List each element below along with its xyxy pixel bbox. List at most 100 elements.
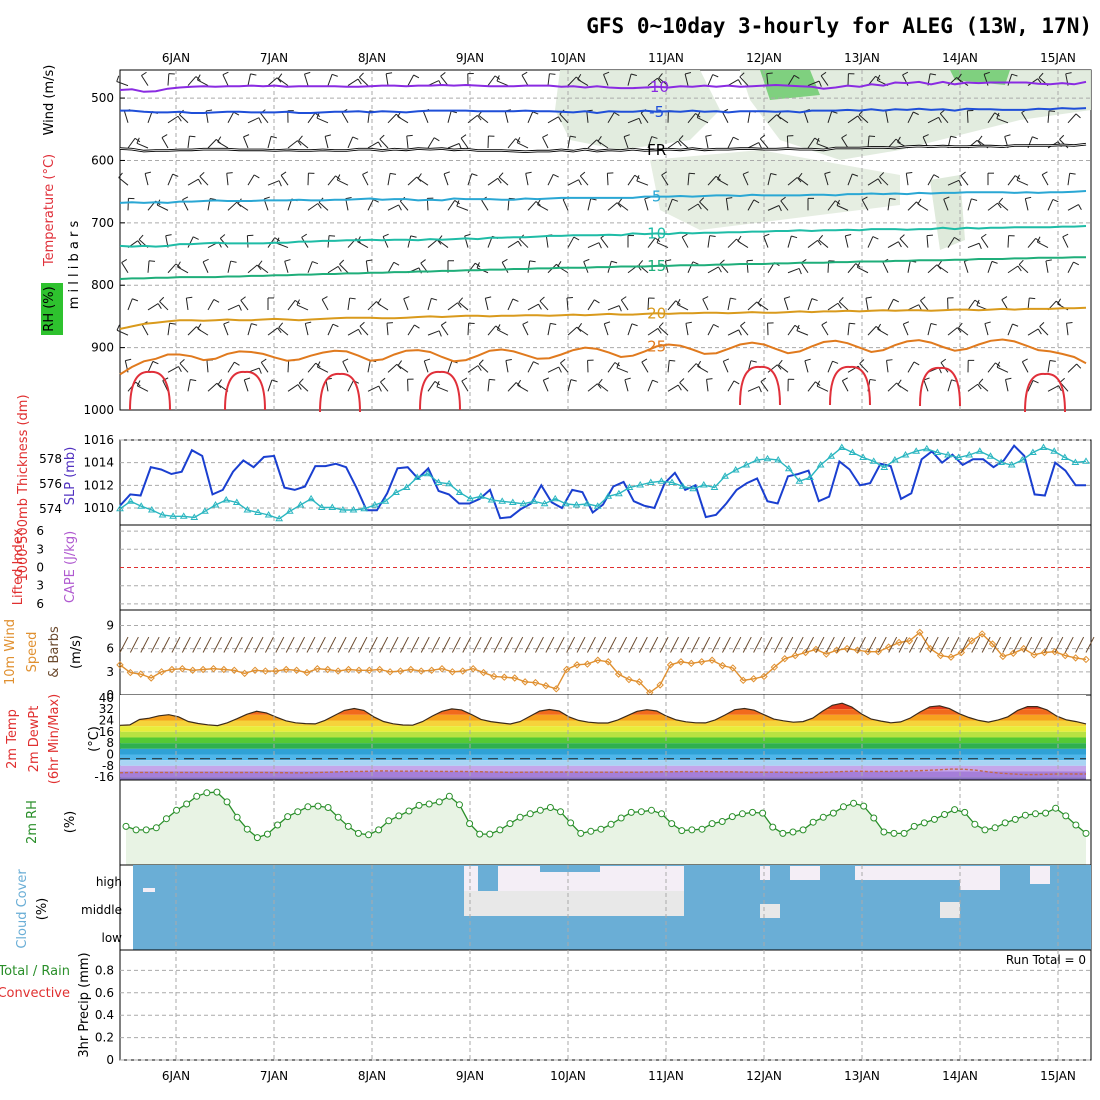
wind-marker [864,648,872,656]
rh-marker [880,828,888,836]
wind-barb [815,381,821,386]
wind-barb [1057,298,1062,305]
wind-barb [821,321,828,326]
wind-marker [1071,654,1080,662]
wind-barb [538,303,542,310]
wind-barb [737,235,742,242]
wind-barb [929,73,937,76]
wind-barb [438,239,449,248]
wind-barb [167,366,179,373]
wind-barb [264,636,274,653]
li-tick-label: 3 [36,542,44,556]
wind-barb [535,636,544,653]
wind-barb [658,73,663,79]
thickness-marker [657,477,666,484]
wind-barb [929,636,939,653]
cloud-panel: high middle low [81,864,1092,951]
wind-barb [223,636,233,653]
rh-marker [688,826,696,834]
rh-marker [1042,809,1050,817]
wind-barb [739,76,749,86]
wind-barb [827,302,839,311]
wind-barb [947,379,952,392]
wind-barb [297,140,302,146]
wind-barb [545,235,549,248]
bottom-date-axis: 6JAN 7JAN 8JAN 9JAN 10JAN 11JAN 12JAN 13JAN 14JA… [162,1069,1076,1083]
rh-marker [284,813,292,821]
wind-barb [358,329,362,335]
pressure-tick-label: 700 [91,216,114,230]
wind-barb [603,71,610,75]
rh-marker [941,811,949,818]
wind-barb [403,296,410,300]
thickness-marker [445,479,453,487]
temp-line [119,702,1087,727]
date-tick-label: 8JAN [358,1069,386,1083]
wind-barb [897,136,901,143]
wind-marker [739,676,747,685]
wind-barb [280,171,287,176]
wind-barb [679,382,689,392]
wind-barb [1041,174,1049,186]
rh-marker [122,822,130,830]
wind-barb [787,75,795,86]
wind-barb [742,174,749,186]
wind-barb [627,174,636,186]
wind-barb [380,377,386,383]
wind-barb [1032,379,1039,384]
wind-barb [1067,173,1071,186]
wind-barb [567,236,575,248]
wind-barb [261,358,267,363]
thickness-marker [158,511,167,518]
wind-barb [487,177,499,186]
rh-marker [617,814,625,822]
wind-barb [267,180,280,186]
rh-marker [839,803,847,811]
wind-barb [1041,171,1048,176]
wind-barb [277,78,289,87]
wind-barb [456,205,469,211]
wind-barb [818,239,829,248]
wind-barb [129,636,139,653]
wind-barb [820,71,827,77]
wind-barb [578,179,582,186]
wind-barb [197,323,202,330]
date-tick-label: 14JAN [942,1069,978,1083]
wind-barb [766,73,769,86]
wind-barb [118,177,129,186]
wind-barb [858,114,869,124]
wind-barb [467,173,473,186]
cloud-fill [820,866,855,884]
wind-barb [732,636,742,653]
rh-marker [860,802,868,810]
wind-barb [159,296,165,302]
thickness-marker [731,466,740,473]
wind-barb [1001,296,1008,301]
wind-barb [132,298,139,302]
thickness-marker [222,496,231,503]
wind-barb [298,140,309,149]
rh-marker [910,822,918,830]
wind-barb [800,262,809,274]
wind-barb [796,330,809,336]
wind-barb [976,139,982,146]
thickness-marker [413,473,422,480]
rh-marker [445,792,453,800]
wind-barb [234,361,240,366]
wind-barb [1066,323,1069,336]
wind-barb [727,298,731,311]
wind-barb [727,238,737,248]
wind-barb [963,261,969,273]
wind-barb [427,239,438,248]
wind-barb [527,111,534,123]
wind-barb [357,78,362,85]
wind-barb [125,358,132,362]
wind-barb [244,636,254,653]
isotherm-label: 20 [647,304,666,322]
wind-barb [804,360,809,373]
wind-barb [1039,321,1045,327]
wind-barb [284,259,291,262]
wind-barb [1075,113,1081,119]
wind-barb [557,261,562,267]
rh-marker [526,810,534,818]
